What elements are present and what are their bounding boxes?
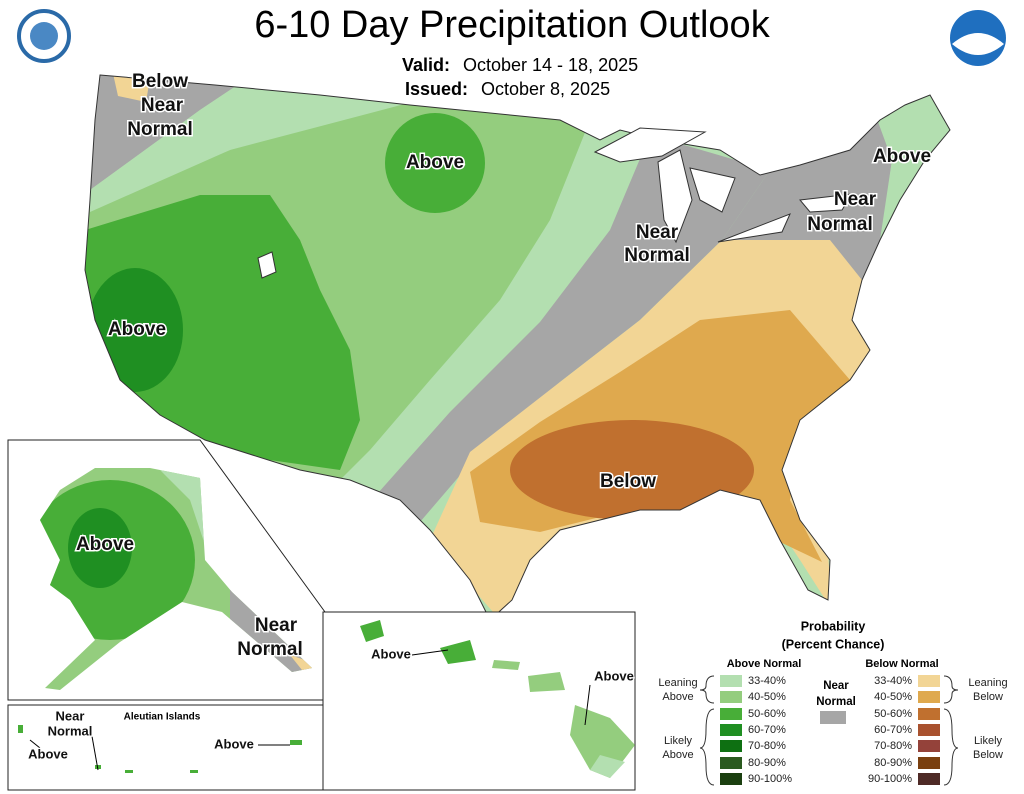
label: Normal	[807, 214, 872, 235]
legend-swatch	[720, 675, 742, 687]
great-lakes	[257, 127, 853, 279]
legend-label: 40-50%	[874, 691, 912, 703]
legend-label: 33-40%	[748, 675, 786, 687]
region	[528, 672, 565, 692]
region	[360, 620, 384, 642]
doc-logo	[17, 9, 71, 63]
label: Above	[76, 534, 134, 555]
label: Above	[371, 646, 411, 661]
legend-title: Probability	[801, 619, 866, 633]
legend-label: 90-100%	[868, 773, 912, 785]
label: Above	[108, 319, 166, 340]
hawaii-islands	[360, 620, 635, 778]
valid-date: October 14 - 18, 2025	[463, 55, 638, 75]
legend-label: 80-90%	[874, 757, 912, 769]
legend-label: 60-70%	[748, 724, 786, 736]
valid-label: Valid:	[402, 55, 450, 75]
leader-lines	[29, 649, 591, 771]
region	[85, 195, 360, 470]
label: Above	[594, 668, 634, 683]
region	[290, 655, 312, 680]
near-label: Near	[823, 680, 849, 692]
legend-swatch	[918, 691, 940, 703]
label: Near	[834, 189, 877, 210]
legend-label: 50-60%	[748, 708, 786, 720]
legend-swatch	[918, 708, 940, 720]
aleutian-inset	[7, 704, 326, 791]
legend-swatch	[918, 773, 940, 785]
label: Above	[214, 736, 254, 751]
label: Normal	[624, 245, 689, 266]
legend-label: 60-70%	[874, 724, 912, 736]
legend-swatch	[820, 711, 846, 724]
legend-label: 40-50%	[748, 691, 786, 703]
region	[68, 508, 132, 588]
legend-label: 90-100%	[748, 773, 792, 785]
group-label: Leaning	[658, 677, 697, 689]
region	[385, 113, 485, 213]
region	[110, 75, 152, 102]
group-label: Likely	[974, 735, 1003, 747]
legend-swatch	[918, 740, 940, 752]
legend-swatch	[918, 675, 940, 687]
noaa-logo	[950, 10, 1006, 66]
legend-label: 33-40%	[874, 675, 912, 687]
braces	[699, 675, 959, 786]
label: Above	[873, 146, 931, 167]
label: Near	[636, 222, 679, 243]
legend-label: 70-80%	[874, 740, 912, 752]
region	[160, 470, 210, 560]
legend-label: 70-80%	[748, 740, 786, 752]
label: Near	[56, 708, 85, 723]
aleutian-islands	[18, 725, 302, 773]
group-label: Leaning	[968, 677, 1007, 689]
legend-swatch	[720, 708, 742, 720]
below-header: Below Normal	[865, 658, 938, 670]
region	[590, 755, 625, 778]
region	[90, 75, 330, 212]
inset-title: Aleutian Islands	[124, 712, 201, 723]
issued-label: Issued:	[405, 79, 468, 99]
label: Normal	[237, 639, 302, 660]
group-label: Below	[973, 749, 1003, 761]
legend-swatch	[720, 740, 742, 752]
title: 6-10 Day Precipitation Outlook	[254, 4, 770, 46]
label: Above	[28, 746, 68, 761]
region	[370, 135, 770, 532]
label: Below	[600, 471, 656, 492]
label: Below	[132, 71, 188, 92]
issued-date: October 8, 2025	[481, 79, 610, 99]
legend-swatch	[918, 757, 940, 769]
near-label: Normal	[816, 696, 856, 708]
region	[440, 640, 476, 664]
label: Normal	[48, 723, 93, 738]
hawaii-inset	[322, 611, 636, 791]
legend: Probability (Percent Chance) Above Norma…	[658, 619, 1008, 786]
legend-label: 50-60%	[874, 708, 912, 720]
legend-swatch	[720, 757, 742, 769]
legend-swatch	[720, 691, 742, 703]
legend-subtitle: (Percent Chance)	[782, 637, 885, 651]
label: Above	[406, 152, 464, 173]
label: Near	[255, 615, 298, 636]
region	[492, 660, 520, 670]
group-label: Likely	[664, 735, 693, 747]
region	[570, 705, 635, 778]
group-label: Below	[973, 691, 1003, 703]
above-header: Above Normal	[727, 658, 802, 670]
label: Normal	[127, 119, 192, 140]
label: Near	[141, 95, 184, 116]
legend-swatch	[720, 773, 742, 785]
legend-swatch	[720, 724, 742, 736]
group-label: Above	[662, 749, 693, 761]
group-label: Above	[662, 691, 693, 703]
legend-swatch	[918, 724, 940, 736]
region	[510, 420, 754, 520]
legend-label: 80-90%	[748, 757, 786, 769]
